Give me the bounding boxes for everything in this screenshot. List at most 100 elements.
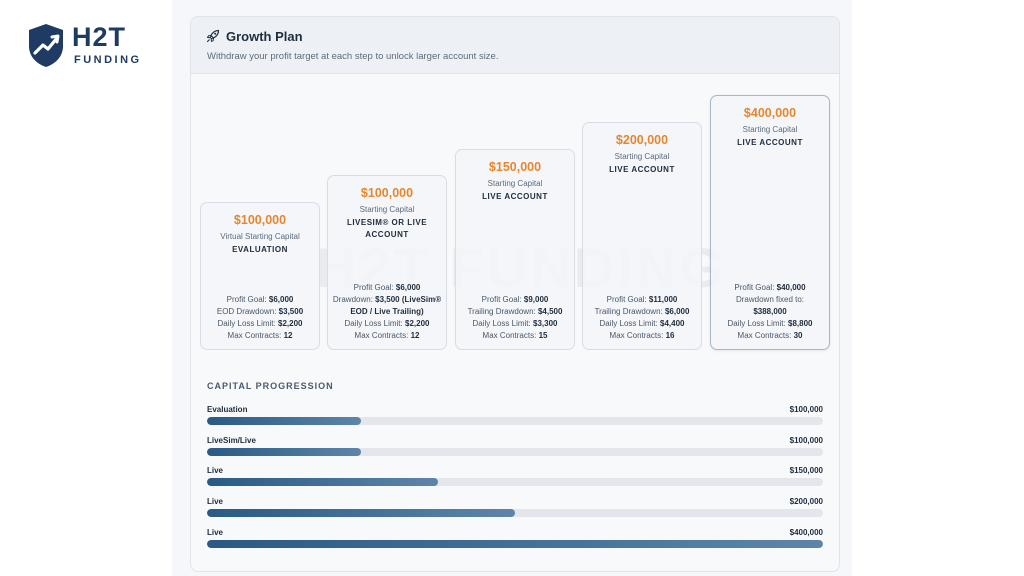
detail-value: $388,000 bbox=[753, 307, 787, 316]
stage-detail-line: Profit Goal: $6,000 bbox=[205, 294, 315, 306]
stage-detail-line: Daily Loss Limit: $2,200 bbox=[332, 318, 442, 330]
progress-fill bbox=[207, 417, 361, 425]
progress-row: Live $200,000 bbox=[207, 497, 823, 527]
detail-label: EOD Drawdown: bbox=[216, 307, 277, 316]
stage-detail-line: Daily Loss Limit: $4,400 bbox=[587, 318, 697, 330]
progress-track bbox=[207, 509, 823, 517]
logo-subtitle: FUNDING bbox=[74, 54, 142, 66]
stage-detail-line: Max Contracts: 30 bbox=[715, 330, 825, 342]
detail-label: Max Contracts: bbox=[227, 331, 282, 340]
progress-row: LiveSim/Live $100,000 bbox=[207, 436, 823, 466]
detail-label: Daily Loss Limit: bbox=[217, 319, 276, 328]
stage-card-150k: $150,000 Starting Capital LIVE ACCOUNT P… bbox=[455, 149, 575, 350]
detail-value: $8,800 bbox=[788, 319, 813, 328]
detail-value: $6,000 bbox=[268, 295, 294, 304]
stage-type: LIVESIM® OR LIVE ACCOUNT bbox=[346, 218, 428, 239]
detail-label: Trailing Drawdown: bbox=[594, 307, 663, 316]
detail-label: Max Contracts: bbox=[354, 331, 409, 340]
detail-label: Daily Loss Limit: bbox=[472, 319, 531, 328]
detail-label: Max Contracts: bbox=[609, 331, 664, 340]
progress-label: LiveSim/Live bbox=[207, 436, 256, 445]
h2t-funding-logo: H2T FUNDING bbox=[26, 22, 146, 70]
stage-caption: Starting Capital bbox=[614, 152, 670, 161]
detail-label: Profit Goal: bbox=[226, 295, 267, 304]
progress-value: $400,000 bbox=[789, 528, 823, 537]
stage-detail-line: Daily Loss Limit: $8,800 bbox=[715, 318, 825, 330]
stage-detail-line: Profit Goal: $40,000 bbox=[715, 282, 825, 294]
stage-card-200k: $200,000 Starting Capital LIVE ACCOUNT P… bbox=[582, 122, 702, 350]
detail-value: $6,000 bbox=[395, 283, 421, 292]
detail-label: Daily Loss Limit: bbox=[727, 319, 786, 328]
detail-value: $2,200 bbox=[405, 319, 430, 328]
stage-detail-line: EOD Drawdown: $3,500 bbox=[205, 306, 315, 318]
stage-detail-line: Drawdown: $3,500 (LiveSim® EOD / Live Tr… bbox=[332, 294, 442, 318]
stage-details: Profit Goal: $40,000 Drawdown fixed to: $… bbox=[715, 282, 825, 342]
progress-row: Evaluation $100,000 bbox=[207, 405, 823, 435]
detail-label: Trailing Drawdown: bbox=[467, 307, 536, 316]
stage-card-livesim: $100,000 Starting Capital LIVESIM® OR LI… bbox=[327, 175, 447, 350]
stage-detail-line: Trailing Drawdown: $6,000 bbox=[587, 306, 697, 318]
rocket-icon bbox=[206, 29, 220, 43]
progress-track bbox=[207, 478, 823, 486]
content-panel: Growth Plan Withdraw your profit target … bbox=[172, 0, 852, 576]
stage-amount: $100,000 bbox=[360, 186, 414, 200]
progress-label: Live bbox=[207, 528, 224, 537]
detail-value: $3,500 (LiveSim® EOD / Live Trailing) bbox=[350, 295, 442, 316]
detail-label: Max Contracts: bbox=[482, 331, 537, 340]
stage-caption: Virtual Starting Capital bbox=[220, 232, 300, 241]
stage-detail-line: Daily Loss Limit: $2,200 bbox=[205, 318, 315, 330]
detail-value: 12 bbox=[283, 331, 293, 340]
stage-detail-line: Profit Goal: $11,000 bbox=[587, 294, 697, 306]
detail-value: $3,500 bbox=[278, 307, 304, 316]
page-title: Growth Plan bbox=[226, 29, 303, 44]
detail-label: Profit Goal: bbox=[606, 295, 647, 304]
stage-detail-line: Trailing Drawdown: $4,500 bbox=[460, 306, 570, 318]
progress-row: Live $400,000 bbox=[207, 528, 823, 558]
stage-caption: Starting Capital bbox=[487, 179, 543, 188]
shield-chart-icon bbox=[29, 24, 63, 67]
progress-track bbox=[207, 417, 823, 425]
stage-type: LIVE ACCOUNT bbox=[609, 165, 675, 174]
page-subtitle: Withdraw your profit target at each step… bbox=[207, 51, 499, 62]
progress-track bbox=[207, 448, 823, 456]
stage-card-evaluation: $100,000 Virtual Starting Capital EVALUA… bbox=[200, 202, 320, 350]
stage-type: EVALUATION bbox=[232, 245, 288, 254]
progress-value: $200,000 bbox=[789, 497, 823, 506]
stage-type: LIVE ACCOUNT bbox=[482, 192, 548, 201]
stage-amount: $150,000 bbox=[488, 160, 542, 174]
stage-detail-line: Max Contracts: 16 bbox=[587, 330, 697, 342]
stage-amount: $400,000 bbox=[743, 106, 797, 120]
growth-plan-card: Growth Plan Withdraw your profit target … bbox=[190, 16, 840, 572]
capital-progression-title: CAPITAL PROGRESSION bbox=[207, 381, 334, 391]
detail-value: $9,000 bbox=[523, 295, 549, 304]
detail-value: $4,400 bbox=[660, 319, 685, 328]
stage-caption: Starting Capital bbox=[359, 205, 415, 214]
detail-value: 12 bbox=[410, 331, 420, 340]
progress-label: Evaluation bbox=[207, 405, 248, 414]
progress-label: Live bbox=[207, 466, 224, 475]
stage-details: Profit Goal: $6,000 EOD Drawdown: $3,500… bbox=[205, 294, 315, 342]
progress-value: $150,000 bbox=[789, 466, 823, 475]
detail-value: $40,000 bbox=[776, 283, 806, 292]
progress-fill bbox=[207, 509, 515, 517]
detail-label: Profit Goal: bbox=[734, 283, 775, 292]
detail-value: $2,200 bbox=[278, 319, 303, 328]
stage-detail-line: Daily Loss Limit: $3,300 bbox=[460, 318, 570, 330]
progress-row: Live $150,000 bbox=[207, 466, 823, 496]
detail-value: $11,000 bbox=[648, 295, 678, 304]
detail-label: Max Contracts: bbox=[737, 331, 792, 340]
stage-amount: $200,000 bbox=[615, 133, 669, 147]
progress-value: $100,000 bbox=[789, 436, 823, 445]
stage-detail-line: Drawdown fixed to: $388,000 bbox=[715, 294, 825, 318]
detail-label: Profit Goal: bbox=[481, 295, 522, 304]
progress-fill bbox=[207, 448, 361, 456]
stage-caption: Starting Capital bbox=[742, 125, 798, 134]
stage-card-400k: $400,000 Starting Capital LIVE ACCOUNT P… bbox=[710, 95, 830, 350]
detail-label: Drawdown: bbox=[332, 295, 373, 304]
logo-wordmark: H2T bbox=[72, 22, 127, 52]
detail-label: Daily Loss Limit: bbox=[599, 319, 658, 328]
stage-detail-line: Max Contracts: 12 bbox=[332, 330, 442, 342]
progress-value: $100,000 bbox=[789, 405, 823, 414]
detail-label: Profit Goal: bbox=[353, 283, 394, 292]
progress-label: Live bbox=[207, 497, 224, 506]
